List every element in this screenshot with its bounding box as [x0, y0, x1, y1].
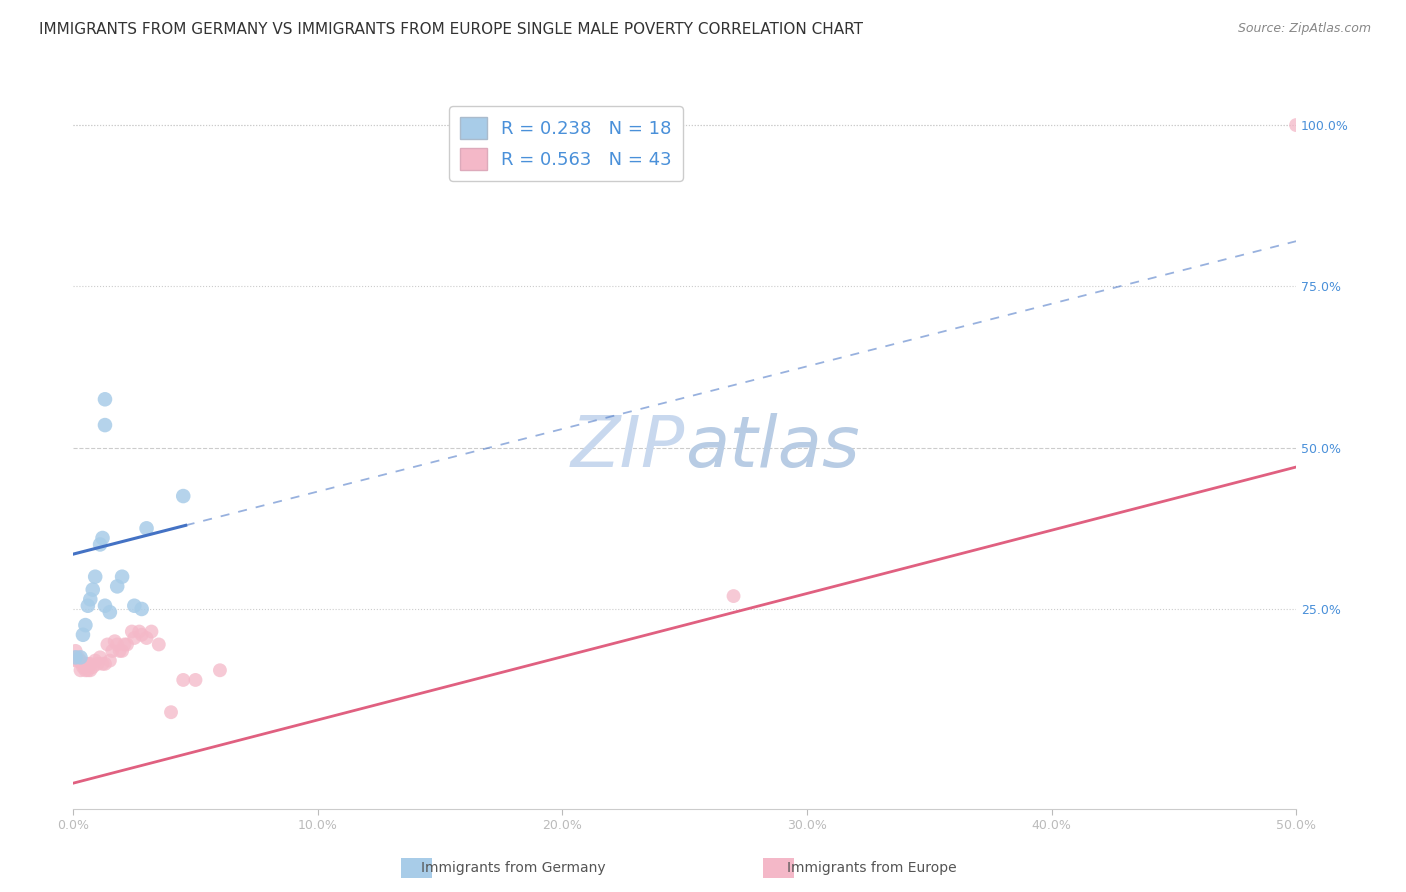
- Point: [160, 705, 183, 719]
- Point: [67, 654, 90, 668]
- Point: [124, 599, 146, 613]
- Point: [135, 521, 157, 535]
- Point: [98, 654, 121, 668]
- Point: [104, 634, 127, 648]
- Point: [91, 657, 114, 671]
- Point: [76, 657, 98, 671]
- Point: [79, 592, 101, 607]
- Point: [172, 489, 194, 503]
- Point: [65, 650, 87, 665]
- Point: [141, 624, 163, 639]
- Point: [82, 582, 104, 597]
- Point: [135, 631, 157, 645]
- Point: [89, 537, 111, 551]
- Point: [115, 637, 138, 651]
- Legend: R = 0.238   N = 18, R = 0.563   N = 43: R = 0.238 N = 18, R = 0.563 N = 43: [449, 106, 683, 181]
- Point: [75, 657, 97, 671]
- Point: [75, 618, 97, 632]
- Point: [84, 570, 107, 584]
- Text: atlas: atlas: [685, 413, 859, 483]
- Point: [131, 628, 153, 642]
- Point: [105, 637, 128, 651]
- Text: IMMIGRANTS FROM GERMANY VS IMMIGRANTS FROM EUROPE SINGLE MALE POVERTY CORRELATIO: IMMIGRANTS FROM GERMANY VS IMMIGRANTS FR…: [39, 22, 863, 37]
- Point: [91, 531, 114, 545]
- Point: [128, 624, 150, 639]
- Point: [79, 663, 101, 677]
- Point: [124, 631, 146, 645]
- Point: [75, 663, 97, 677]
- Point: [94, 392, 117, 407]
- Point: [65, 644, 87, 658]
- Point: [94, 418, 117, 433]
- Point: [96, 637, 118, 651]
- Text: Source: ZipAtlas.com: Source: ZipAtlas.com: [1237, 22, 1371, 36]
- Point: [105, 579, 128, 593]
- Point: [69, 650, 91, 665]
- Point: [184, 673, 207, 687]
- Text: Immigrants from Europe: Immigrants from Europe: [787, 862, 956, 875]
- Point: [89, 650, 111, 665]
- Text: ZIP: ZIP: [571, 413, 685, 483]
- Text: Immigrants from Germany: Immigrants from Germany: [420, 862, 606, 875]
- Point: [76, 599, 98, 613]
- Point: [108, 644, 131, 658]
- Point: [69, 663, 91, 677]
- Point: [723, 589, 745, 603]
- Point: [131, 602, 153, 616]
- Point: [94, 657, 117, 671]
- Point: [111, 644, 134, 658]
- Point: [72, 628, 94, 642]
- Point: [82, 660, 104, 674]
- Point: [72, 657, 94, 671]
- Point: [69, 654, 91, 668]
- Point: [65, 650, 87, 665]
- Point: [208, 663, 231, 677]
- Point: [94, 599, 117, 613]
- Point: [101, 644, 124, 658]
- Point: [65, 654, 87, 668]
- Point: [172, 673, 194, 687]
- Point: [84, 654, 107, 668]
- Point: [72, 660, 94, 674]
- Point: [1285, 118, 1308, 132]
- Point: [148, 637, 170, 651]
- Point: [86, 657, 108, 671]
- Point: [121, 624, 143, 639]
- Point: [79, 657, 101, 671]
- Point: [114, 637, 136, 651]
- Point: [111, 570, 134, 584]
- Point: [76, 663, 98, 677]
- Point: [98, 605, 121, 619]
- Point: [67, 650, 90, 665]
